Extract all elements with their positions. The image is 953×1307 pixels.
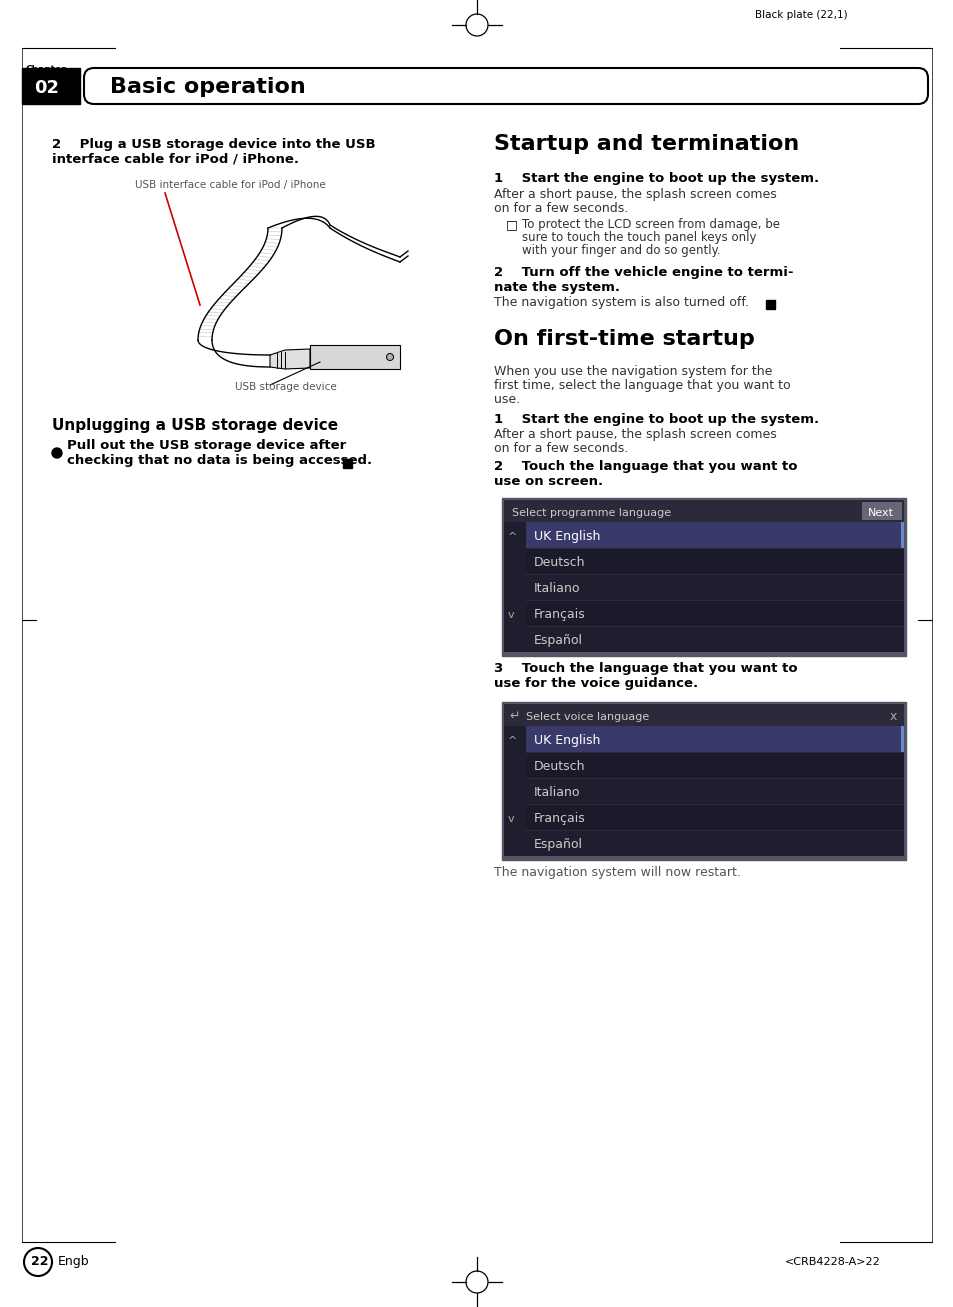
Polygon shape bbox=[270, 349, 310, 369]
Text: 02: 02 bbox=[34, 78, 59, 97]
Text: Français: Français bbox=[534, 812, 585, 825]
FancyBboxPatch shape bbox=[525, 725, 903, 752]
FancyBboxPatch shape bbox=[525, 830, 903, 856]
Text: When you use the navigation system for the: When you use the navigation system for t… bbox=[494, 365, 772, 378]
FancyBboxPatch shape bbox=[503, 501, 903, 521]
FancyBboxPatch shape bbox=[900, 725, 903, 752]
Text: The navigation system will now restart.: The navigation system will now restart. bbox=[494, 867, 740, 880]
Text: Engb: Engb bbox=[58, 1255, 90, 1268]
Circle shape bbox=[386, 353, 393, 361]
Text: Español: Español bbox=[534, 634, 582, 647]
Text: USB interface cable for iPod / iPhone: USB interface cable for iPod / iPhone bbox=[135, 180, 325, 190]
Text: use.: use. bbox=[494, 393, 519, 406]
FancyBboxPatch shape bbox=[501, 702, 905, 860]
FancyBboxPatch shape bbox=[503, 704, 903, 725]
Text: x: x bbox=[889, 710, 897, 723]
Text: ^: ^ bbox=[507, 736, 517, 746]
Text: Next: Next bbox=[867, 508, 893, 518]
Text: ↵: ↵ bbox=[509, 710, 519, 723]
Text: Chapter: Chapter bbox=[26, 65, 67, 74]
Text: UK English: UK English bbox=[534, 735, 599, 748]
Text: Select programme language: Select programme language bbox=[512, 508, 670, 518]
Text: on for a few seconds.: on for a few seconds. bbox=[494, 203, 628, 214]
Text: 1    Start the engine to boot up the system.: 1 Start the engine to boot up the system… bbox=[494, 413, 819, 426]
FancyBboxPatch shape bbox=[310, 345, 399, 369]
Text: checking that no data is being accessed.: checking that no data is being accessed. bbox=[67, 454, 372, 467]
Text: 2    Plug a USB storage device into the USB: 2 Plug a USB storage device into the USB bbox=[52, 139, 375, 152]
Text: ^: ^ bbox=[507, 532, 517, 542]
Text: Pull out the USB storage device after: Pull out the USB storage device after bbox=[67, 439, 346, 452]
FancyBboxPatch shape bbox=[525, 521, 903, 548]
FancyBboxPatch shape bbox=[900, 521, 903, 548]
FancyBboxPatch shape bbox=[765, 301, 774, 308]
Text: v: v bbox=[507, 814, 514, 823]
Text: nate the system.: nate the system. bbox=[494, 281, 619, 294]
Text: Italiano: Italiano bbox=[534, 786, 579, 799]
Text: After a short pause, the splash screen comes: After a short pause, the splash screen c… bbox=[494, 188, 776, 201]
Text: After a short pause, the splash screen comes: After a short pause, the splash screen c… bbox=[494, 427, 776, 440]
Circle shape bbox=[52, 448, 62, 457]
Text: use on screen.: use on screen. bbox=[494, 474, 602, 488]
Text: □: □ bbox=[505, 218, 517, 231]
FancyBboxPatch shape bbox=[525, 600, 903, 626]
Text: sure to touch the touch panel keys only: sure to touch the touch panel keys only bbox=[521, 231, 756, 244]
Text: Español: Español bbox=[534, 838, 582, 851]
Text: Deutsch: Deutsch bbox=[534, 555, 585, 569]
Text: Startup and termination: Startup and termination bbox=[494, 135, 799, 154]
Text: Français: Français bbox=[534, 608, 585, 621]
Text: 22: 22 bbox=[30, 1255, 49, 1268]
Text: Select voice language: Select voice language bbox=[525, 712, 649, 721]
Text: Black plate (22,1): Black plate (22,1) bbox=[754, 10, 846, 20]
FancyBboxPatch shape bbox=[525, 574, 903, 600]
Text: 1    Start the engine to boot up the system.: 1 Start the engine to boot up the system… bbox=[494, 173, 819, 186]
Text: UK English: UK English bbox=[534, 531, 599, 542]
FancyBboxPatch shape bbox=[503, 521, 525, 652]
FancyBboxPatch shape bbox=[343, 459, 352, 468]
Text: interface cable for iPod / iPhone.: interface cable for iPod / iPhone. bbox=[52, 153, 298, 166]
FancyBboxPatch shape bbox=[501, 498, 905, 656]
FancyBboxPatch shape bbox=[525, 778, 903, 804]
FancyBboxPatch shape bbox=[525, 626, 903, 652]
Text: v: v bbox=[507, 610, 514, 620]
Text: Deutsch: Deutsch bbox=[534, 759, 585, 772]
FancyBboxPatch shape bbox=[862, 502, 901, 520]
Text: <CRB4228-A>22: <CRB4228-A>22 bbox=[784, 1257, 880, 1266]
Text: Basic operation: Basic operation bbox=[110, 77, 305, 97]
FancyBboxPatch shape bbox=[503, 725, 525, 856]
FancyBboxPatch shape bbox=[525, 804, 903, 830]
Text: use for the voice guidance.: use for the voice guidance. bbox=[494, 677, 698, 690]
Text: 3    Touch the language that you want to: 3 Touch the language that you want to bbox=[494, 663, 797, 674]
FancyBboxPatch shape bbox=[525, 548, 903, 574]
FancyBboxPatch shape bbox=[84, 68, 927, 105]
Text: Italiano: Italiano bbox=[534, 582, 579, 595]
Text: Unplugging a USB storage device: Unplugging a USB storage device bbox=[52, 418, 337, 433]
FancyBboxPatch shape bbox=[525, 752, 903, 778]
Text: USB storage device: USB storage device bbox=[234, 382, 336, 392]
Text: 2    Touch the language that you want to: 2 Touch the language that you want to bbox=[494, 460, 797, 473]
Text: 2    Turn off the vehicle engine to termi-: 2 Turn off the vehicle engine to termi- bbox=[494, 267, 793, 278]
Text: with your finger and do so gently.: with your finger and do so gently. bbox=[521, 244, 720, 257]
Text: To protect the LCD screen from damage, be: To protect the LCD screen from damage, b… bbox=[521, 218, 780, 231]
Text: first time, select the language that you want to: first time, select the language that you… bbox=[494, 379, 790, 392]
FancyBboxPatch shape bbox=[22, 68, 80, 105]
Text: On first-time startup: On first-time startup bbox=[494, 329, 754, 349]
Text: The navigation system is also turned off.: The navigation system is also turned off… bbox=[494, 295, 748, 308]
Text: on for a few seconds.: on for a few seconds. bbox=[494, 442, 628, 455]
